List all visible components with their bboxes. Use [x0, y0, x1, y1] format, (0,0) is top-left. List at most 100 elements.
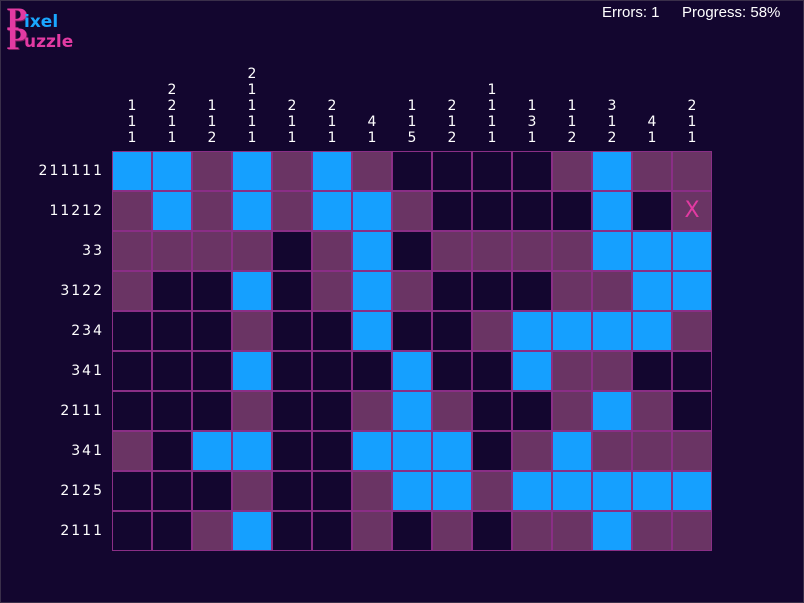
- grid-cell-r2-c11[interactable]: [512, 191, 552, 231]
- grid-cell-r6-c8[interactable]: [392, 351, 432, 391]
- grid-cell-r4-c2[interactable]: [152, 271, 192, 311]
- grid-cell-r1-c13[interactable]: [592, 151, 632, 191]
- grid-cell-r10-c10[interactable]: [472, 511, 512, 551]
- grid-cell-r3-c3[interactable]: [192, 231, 232, 271]
- grid-cell-r7-c7[interactable]: [352, 391, 392, 431]
- grid-cell-r6-c14[interactable]: [632, 351, 672, 391]
- grid-cell-r1-c10[interactable]: [472, 151, 512, 191]
- grid-cell-r5-c15[interactable]: [672, 311, 712, 351]
- grid-cell-r5-c5[interactable]: [272, 311, 312, 351]
- grid-cell-r1-c7[interactable]: [352, 151, 392, 191]
- grid-cell-r9-c13[interactable]: [592, 471, 632, 511]
- grid-cell-r10-c1[interactable]: [112, 511, 152, 551]
- grid-cell-r3-c13[interactable]: [592, 231, 632, 271]
- grid-cell-r6-c2[interactable]: [152, 351, 192, 391]
- grid-cell-r10-c15[interactable]: [672, 511, 712, 551]
- grid-cell-r8-c6[interactable]: [312, 431, 352, 471]
- grid-cell-r7-c1[interactable]: [112, 391, 152, 431]
- grid-cell-r8-c12[interactable]: [552, 431, 592, 471]
- grid-cell-r3-c15[interactable]: [672, 231, 712, 271]
- grid-cell-r5-c12[interactable]: [552, 311, 592, 351]
- grid-cell-r4-c1[interactable]: [112, 271, 152, 311]
- grid-cell-r6-c6[interactable]: [312, 351, 352, 391]
- grid-cell-r5-c3[interactable]: [192, 311, 232, 351]
- grid-cell-r3-c2[interactable]: [152, 231, 192, 271]
- grid-cell-r7-c12[interactable]: [552, 391, 592, 431]
- grid-cell-r5-c10[interactable]: [472, 311, 512, 351]
- grid-cell-r7-c9[interactable]: [432, 391, 472, 431]
- grid-cell-r7-c11[interactable]: [512, 391, 552, 431]
- grid-cell-r3-c1[interactable]: [112, 231, 152, 271]
- grid-cell-r4-c11[interactable]: [512, 271, 552, 311]
- grid-cell-r3-c6[interactable]: [312, 231, 352, 271]
- grid-cell-r4-c6[interactable]: [312, 271, 352, 311]
- grid-cell-r8-c13[interactable]: [592, 431, 632, 471]
- grid-cell-r2-c2[interactable]: [152, 191, 192, 231]
- grid-cell-r2-c4[interactable]: [232, 191, 272, 231]
- grid-cell-r6-c7[interactable]: [352, 351, 392, 391]
- grid-cell-r8-c11[interactable]: [512, 431, 552, 471]
- grid-cell-r2-c13[interactable]: [592, 191, 632, 231]
- grid-cell-r4-c8[interactable]: [392, 271, 432, 311]
- grid-cell-r3-c4[interactable]: [232, 231, 272, 271]
- grid-cell-r8-c7[interactable]: [352, 431, 392, 471]
- grid-cell-r2-c3[interactable]: [192, 191, 232, 231]
- grid-cell-r4-c7[interactable]: [352, 271, 392, 311]
- grid-cell-r9-c4[interactable]: [232, 471, 272, 511]
- grid-cell-r1-c1[interactable]: [112, 151, 152, 191]
- grid-cell-r5-c9[interactable]: [432, 311, 472, 351]
- grid-cell-r1-c8[interactable]: [392, 151, 432, 191]
- grid-cell-r10-c9[interactable]: [432, 511, 472, 551]
- grid-cell-r5-c1[interactable]: [112, 311, 152, 351]
- grid-cell-r6-c5[interactable]: [272, 351, 312, 391]
- grid-cell-r1-c6[interactable]: [312, 151, 352, 191]
- grid-cell-r8-c3[interactable]: [192, 431, 232, 471]
- grid-cell-r2-c10[interactable]: [472, 191, 512, 231]
- grid-cell-r4-c5[interactable]: [272, 271, 312, 311]
- grid-cell-r9-c10[interactable]: [472, 471, 512, 511]
- grid-cell-r2-c6[interactable]: [312, 191, 352, 231]
- grid-cell-r8-c10[interactable]: [472, 431, 512, 471]
- grid-cell-r4-c9[interactable]: [432, 271, 472, 311]
- grid-cell-r10-c4[interactable]: [232, 511, 272, 551]
- grid-cell-r1-c9[interactable]: [432, 151, 472, 191]
- grid-cell-r1-c3[interactable]: [192, 151, 232, 191]
- grid-cell-r4-c14[interactable]: [632, 271, 672, 311]
- grid-cell-r9-c6[interactable]: [312, 471, 352, 511]
- grid-cell-r10-c11[interactable]: [512, 511, 552, 551]
- grid-cell-r10-c3[interactable]: [192, 511, 232, 551]
- grid-cell-r2-c12[interactable]: [552, 191, 592, 231]
- grid-cell-r2-c7[interactable]: [352, 191, 392, 231]
- grid-cell-r1-c2[interactable]: [152, 151, 192, 191]
- grid-cell-r6-c11[interactable]: [512, 351, 552, 391]
- grid-cell-r7-c13[interactable]: [592, 391, 632, 431]
- grid-cell-r6-c15[interactable]: [672, 351, 712, 391]
- grid-cell-r8-c9[interactable]: [432, 431, 472, 471]
- grid-cell-r3-c8[interactable]: [392, 231, 432, 271]
- grid-cell-r3-c12[interactable]: [552, 231, 592, 271]
- grid-cell-r6-c12[interactable]: [552, 351, 592, 391]
- grid-cell-r9-c1[interactable]: [112, 471, 152, 511]
- grid-cell-r5-c7[interactable]: [352, 311, 392, 351]
- grid-cell-r3-c5[interactable]: [272, 231, 312, 271]
- grid-cell-r2-c5[interactable]: [272, 191, 312, 231]
- grid-cell-r7-c14[interactable]: [632, 391, 672, 431]
- grid-cell-r9-c3[interactable]: [192, 471, 232, 511]
- grid-cell-r1-c12[interactable]: [552, 151, 592, 191]
- grid-cell-r6-c10[interactable]: [472, 351, 512, 391]
- grid-cell-r8-c14[interactable]: [632, 431, 672, 471]
- grid-cell-r4-c13[interactable]: [592, 271, 632, 311]
- grid-cell-r10-c7[interactable]: [352, 511, 392, 551]
- grid-cell-r10-c13[interactable]: [592, 511, 632, 551]
- grid-cell-r3-c7[interactable]: [352, 231, 392, 271]
- grid-cell-r5-c2[interactable]: [152, 311, 192, 351]
- grid-cell-r9-c7[interactable]: [352, 471, 392, 511]
- grid-cell-r9-c5[interactable]: [272, 471, 312, 511]
- grid-cell-r5-c6[interactable]: [312, 311, 352, 351]
- grid-cell-r2-c9[interactable]: [432, 191, 472, 231]
- grid-cell-r10-c8[interactable]: [392, 511, 432, 551]
- grid-cell-r5-c11[interactable]: [512, 311, 552, 351]
- grid-cell-r8-c8[interactable]: [392, 431, 432, 471]
- grid-cell-r8-c4[interactable]: [232, 431, 272, 471]
- grid-cell-r9-c12[interactable]: [552, 471, 592, 511]
